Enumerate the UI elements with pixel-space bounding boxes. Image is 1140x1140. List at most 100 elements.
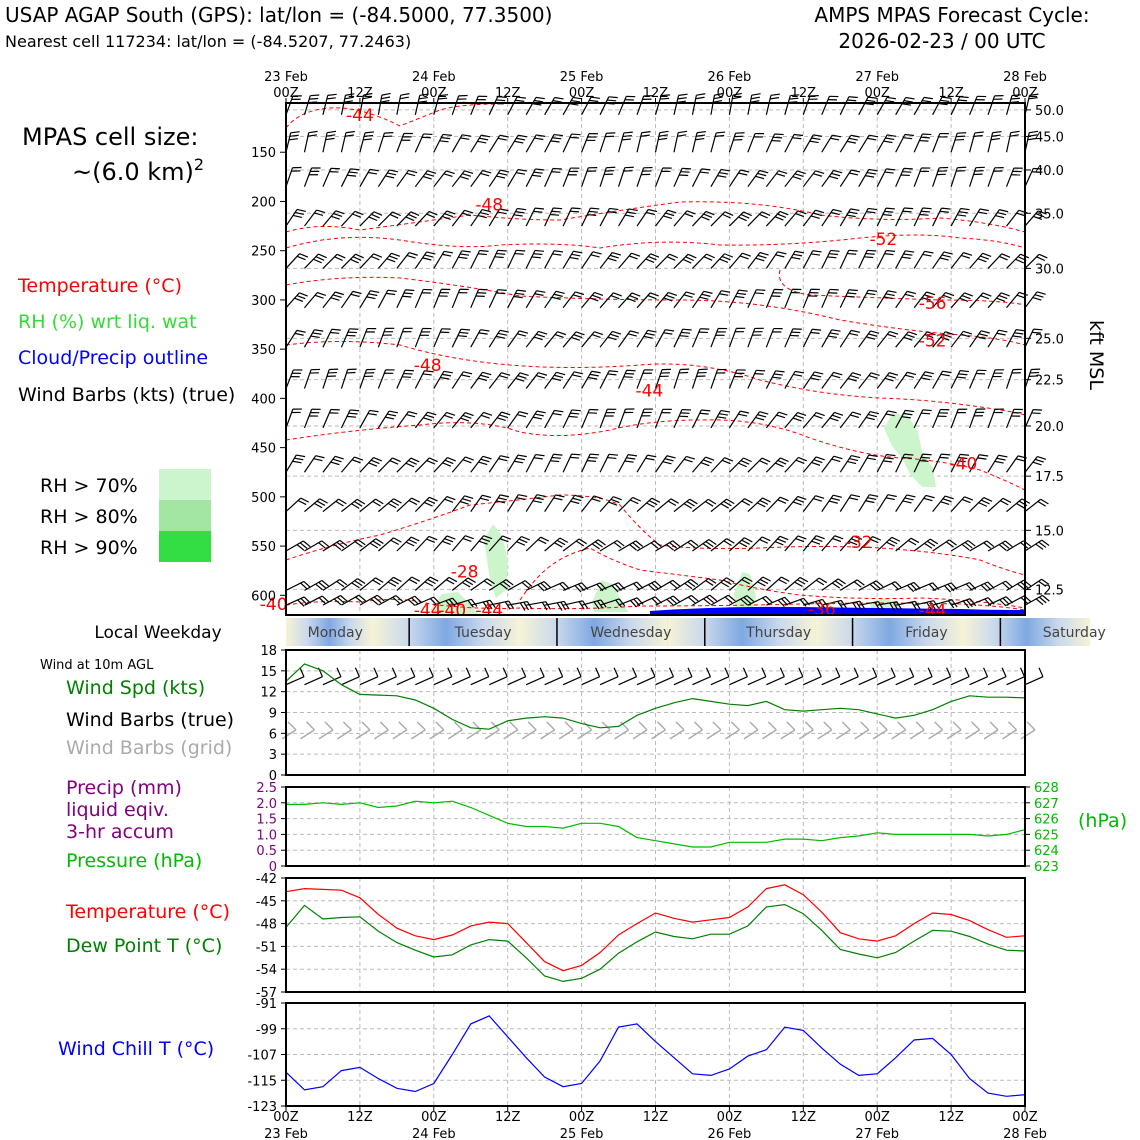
wind-barb [765,288,784,309]
wind-barb [950,453,970,473]
wind-barb [950,132,967,153]
wind-barb [488,134,509,153]
wind-barb [895,133,914,153]
wind-barb [544,167,562,187]
surface-wind-barb-true [950,667,970,686]
wind-barb [488,455,510,473]
wind-barb [784,411,807,429]
wind-barb [618,330,639,348]
wind-barb [876,96,897,116]
weekday-name: Wednesday [590,625,671,641]
wind-barb [1005,329,1026,348]
wind-barb [451,209,474,227]
wind-barb [581,453,600,473]
wind-barb [654,167,672,187]
top-date-label: 24 Feb [412,70,456,85]
top-hour-label: 00Z [273,86,299,101]
wind-panel-title: Wind at 10m AGL [40,658,154,673]
weekday-gradient [667,618,816,646]
wind-barb [303,130,318,153]
wind-barb [507,372,529,389]
wind-barb [765,133,784,153]
wind-barb [673,93,688,115]
wind-barb [895,290,916,309]
wind-barb [359,131,375,153]
temperature-contour-label: -52 [869,230,897,250]
pressure-tick-label: 628 [1034,781,1059,796]
wind-barbs-grid-label: Wind Barbs (grid) [66,737,232,759]
wind-barb [1024,455,1047,473]
wind-barb [562,250,583,269]
wind-barb [562,538,588,552]
wind-barb [599,539,625,552]
dewpoint-panel-label: Dew Point T (°C) [66,935,222,957]
panel-ytick-label: 3 [269,748,277,763]
wind-barb [895,167,913,187]
surface-wind-barb-grid [558,721,574,740]
wind-barb [470,578,495,591]
top-hour-label: 12Z [643,86,669,101]
wind-barb [414,170,437,188]
wind-barb [507,600,533,611]
surface-wind-barb-true [692,667,711,686]
wind-barb [341,578,366,591]
wind-barb [728,169,750,188]
wind-barb [285,95,302,116]
wind-barb [377,92,391,115]
wind-barb [969,581,995,592]
wind-barb [340,210,364,227]
wind-barb [526,601,551,611]
wind-barb [784,133,804,153]
wind-barb [414,496,438,513]
temperature-contour-label: -56 [919,294,947,314]
wind-barb [414,411,437,429]
wind-barb [433,370,453,389]
wind-barb [322,408,340,429]
wind-barb [654,368,672,389]
wind-barb [729,498,753,513]
wind-barb [617,131,633,153]
wind-barb [802,495,825,512]
wind-barb [895,581,921,593]
wind-barb [765,170,788,188]
temperature-contour-label: -48 [475,195,503,215]
wind-barb [950,330,973,348]
wind-barb [839,96,858,116]
top-date-label: 26 Feb [708,70,752,85]
wind-barb [581,96,601,116]
wind-barb [525,372,548,389]
pressure-label: Pressure (hPa) [66,850,202,872]
wind-barb [433,94,449,115]
wind-barb [673,210,696,227]
wind-barb [451,495,474,512]
wind-barb [876,134,897,153]
wind-barb [932,495,954,512]
wind-barb [728,457,752,473]
surface-wind-barb-true [341,667,360,686]
wind-barb [304,253,327,269]
wind-barb [1024,368,1041,389]
bottom-hour-label: 00Z [864,1110,890,1125]
surface-wind-barb-grid [410,721,426,740]
wind-barb [525,536,550,552]
surface-wind-barb-true [673,667,693,686]
wind-barb [599,496,622,513]
wind-barb [470,209,491,227]
wind-barb [765,370,785,389]
wind-barb [710,538,735,552]
wind-barb [895,409,915,429]
wind-barb [858,289,878,309]
wind-barb [1024,539,1050,552]
wind-barb [673,594,699,606]
top-hour-label: 12Z [347,86,373,101]
surface-wind-barb-grid [854,721,870,740]
wind-barb [636,166,653,187]
wind-barb [562,409,581,429]
wind-barb [858,494,879,512]
wind-barb [655,498,679,513]
legend-temperature: Temperature (°C) [17,275,182,297]
wind-barb [1024,167,1043,187]
wind-barb [599,292,622,309]
pressure-tick-label: 150 [251,146,276,161]
